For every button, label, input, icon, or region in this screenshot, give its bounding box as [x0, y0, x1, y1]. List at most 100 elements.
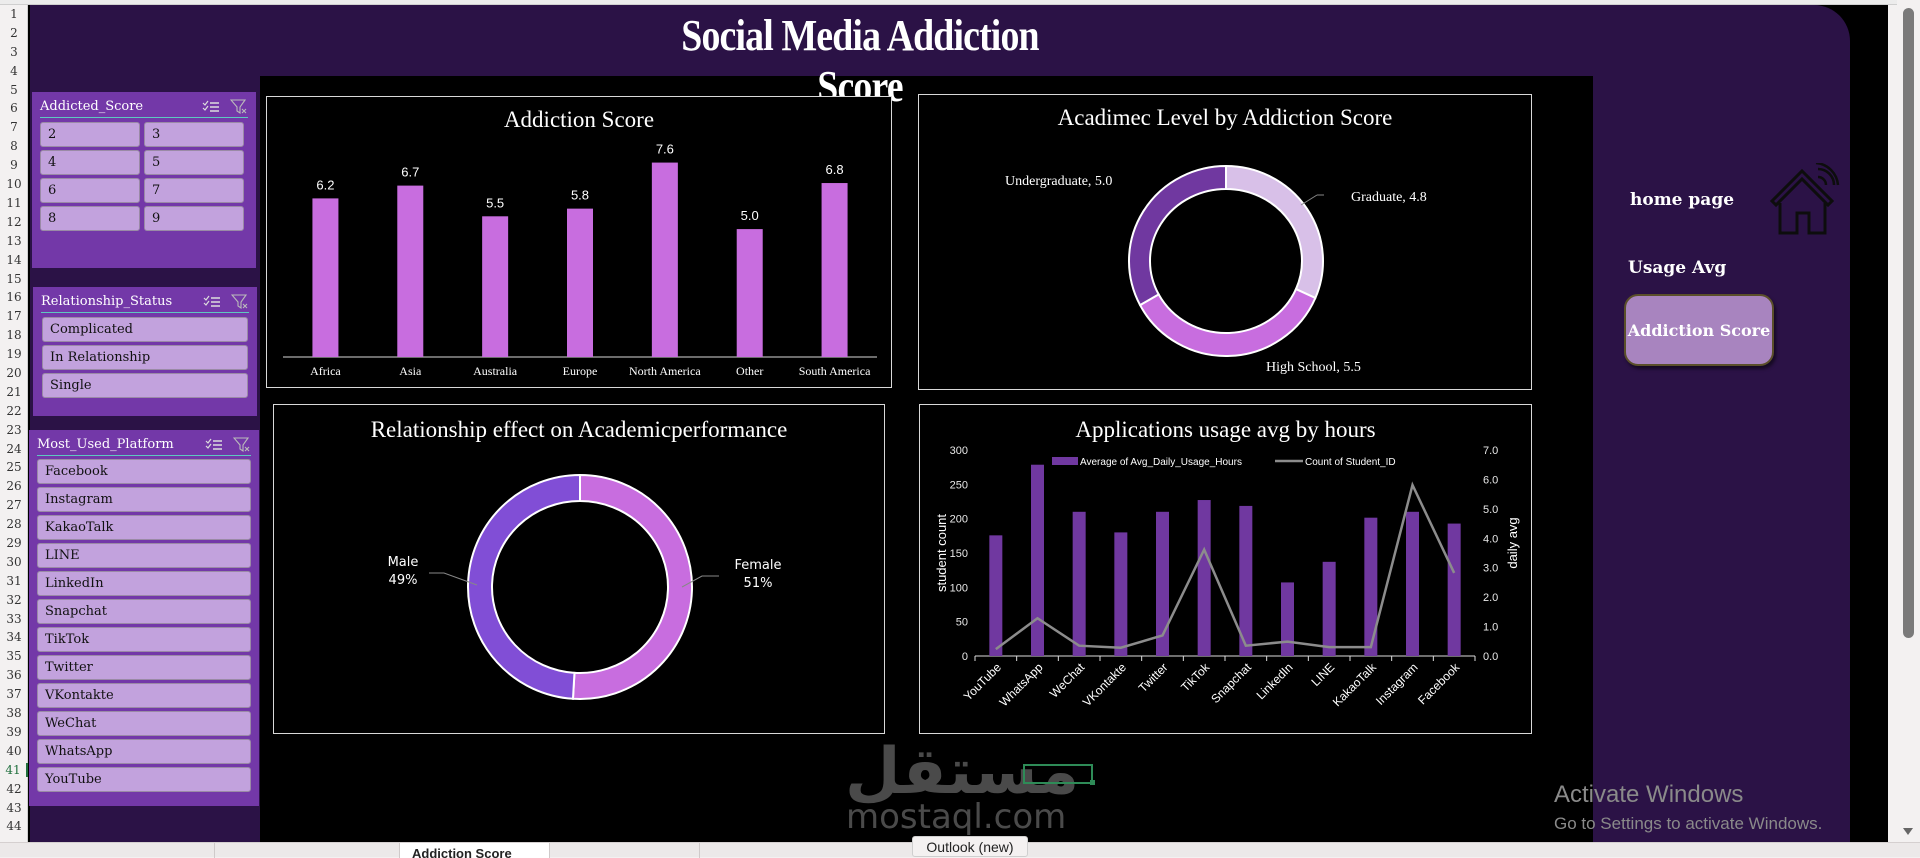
row-number[interactable]: 4: [10, 63, 18, 78]
donut-plot: Graduate, 4.8 High School, 5.5 Undergradua…: [1005, 164, 1427, 375]
slicer-item-score-9[interactable]: 9: [144, 206, 244, 231]
row-number[interactable]: 27: [6, 498, 22, 513]
slicer-title: Addicted_Score: [40, 99, 144, 114]
row-number[interactable]: 30: [6, 554, 22, 569]
row-number[interactable]: 34: [6, 630, 22, 645]
row-number[interactable]: 38: [6, 706, 22, 721]
sheet-tab-addiction-score[interactable]: Addiction Score: [400, 843, 550, 858]
row-number[interactable]: 44: [6, 819, 22, 834]
row-number[interactable]: 6: [10, 101, 18, 116]
slicer-item-kakaotalk[interactable]: KakaoTalk: [37, 515, 251, 540]
home-page-link[interactable]: home page: [1630, 190, 1735, 210]
svg-text:Europe: Europe: [563, 364, 598, 378]
row-number[interactable]: 16: [6, 290, 22, 305]
smart-home-icon[interactable]: [1768, 161, 1840, 239]
slicer-item-complicated[interactable]: Complicated: [42, 317, 248, 342]
row-number[interactable]: 29: [6, 536, 22, 551]
sheet-tab[interactable]: [215, 843, 400, 858]
row-number[interactable]: 39: [6, 724, 22, 739]
row-number[interactable]: 5: [10, 82, 18, 97]
bar: [989, 535, 1003, 656]
sheet-tab[interactable]: [550, 843, 700, 858]
row-number[interactable]: 17: [6, 309, 22, 324]
row-number[interactable]: 36: [6, 668, 22, 683]
row-number[interactable]: 37: [6, 687, 22, 702]
multi-select-icon[interactable]: [203, 295, 221, 309]
applications-usage-chart[interactable]: Applications usage avg by hours 0 50 100 15…: [919, 404, 1532, 734]
slicer-item-score-5[interactable]: 5: [144, 150, 244, 175]
svg-text:250: 250: [950, 479, 968, 491]
row-number[interactable]: 21: [6, 384, 22, 399]
row-number[interactable]: 28: [6, 517, 22, 532]
clear-filter-icon[interactable]: [230, 98, 248, 115]
row-number[interactable]: 3: [10, 44, 18, 59]
svg-text:Africa: Africa: [310, 364, 341, 378]
row-number[interactable]: 26: [6, 479, 22, 494]
row-number[interactable]: 10: [6, 177, 22, 192]
row-number[interactable]: 14: [6, 252, 22, 267]
slicer-item-wechat[interactable]: WeChat: [37, 711, 251, 736]
clear-filter-icon[interactable]: [231, 293, 249, 310]
row-number[interactable]: 35: [6, 649, 22, 664]
slicer-item-score-7[interactable]: 7: [144, 178, 244, 203]
slicer-item-in-relationship[interactable]: In Relationship: [42, 345, 248, 370]
slicer-item-tiktok[interactable]: TikTok: [37, 627, 251, 652]
row-number[interactable]: 12: [6, 214, 22, 229]
sheet-tab[interactable]: [0, 843, 215, 858]
row-number[interactable]: 24: [6, 441, 22, 456]
selected-cell[interactable]: [1023, 764, 1093, 784]
multi-select-icon[interactable]: [202, 100, 220, 114]
row-number[interactable]: 31: [6, 573, 22, 588]
slicer-item-score-4[interactable]: 4: [40, 150, 140, 175]
row-number[interactable]: 23: [6, 422, 22, 437]
slicer-item-linkedin[interactable]: LinkedIn: [37, 571, 251, 596]
row-number[interactable]: 19: [6, 347, 22, 362]
addiction-score-button[interactable]: Addiction Score: [1624, 294, 1774, 366]
slicer-item-whatsapp[interactable]: WhatsApp: [37, 739, 251, 764]
row-number[interactable]: 13: [6, 233, 22, 248]
row-number[interactable]: 7: [10, 120, 18, 135]
slicer-item-facebook[interactable]: Facebook: [37, 459, 251, 484]
scroll-down-arrow-icon[interactable]: [1903, 828, 1913, 835]
slicer-item-youtube[interactable]: YouTube: [37, 767, 251, 792]
relationship-effect-chart[interactable]: Relationship effect on Academicperforman…: [273, 404, 885, 734]
row-number[interactable]: 40: [6, 743, 22, 758]
row-number[interactable]: 33: [6, 611, 22, 626]
academic-level-chart[interactable]: Acadimec Level by Addiction Score Gradua…: [918, 94, 1532, 390]
svg-text:6.8: 6.8: [826, 162, 844, 177]
row-number[interactable]: 32: [6, 592, 22, 607]
svg-text:Asia: Asia: [399, 364, 422, 378]
slicer-item-single[interactable]: Single: [42, 373, 248, 398]
slicer-item-score-2[interactable]: 2: [40, 122, 140, 147]
slicer-item-snapchat[interactable]: Snapchat: [37, 599, 251, 624]
slicer-item-score-8[interactable]: 8: [40, 206, 140, 231]
row-number[interactable]: 20: [6, 365, 22, 380]
watermark-logo-arabic: مستقل: [845, 735, 1080, 809]
row-number[interactable]: 1: [10, 7, 18, 21]
row-number[interactable]: 2: [10, 25, 18, 40]
slicer-item-instagram[interactable]: Instagram: [37, 487, 251, 512]
addiction-score-chart[interactable]: Addiction Score 6.2 Africa 6.7 Asia 5.5 Austr…: [266, 96, 892, 388]
row-number[interactable]: 11: [6, 195, 22, 210]
usage-avg-link[interactable]: Usage Avg: [1628, 258, 1727, 278]
row-number[interactable]: 18: [6, 328, 22, 343]
row-number[interactable]: 42: [6, 781, 22, 796]
row-number[interactable]: 8: [10, 139, 18, 154]
multi-select-icon[interactable]: [205, 438, 223, 452]
slicer-item-score-3[interactable]: 3: [144, 122, 244, 147]
scrollbar-thumb[interactable]: [1903, 8, 1914, 638]
row-number[interactable]: 25: [6, 460, 22, 475]
clear-filter-icon[interactable]: [233, 436, 251, 453]
row-number[interactable]: 22: [6, 403, 22, 418]
row-number[interactable]: 43: [6, 800, 22, 815]
slicer-item-twitter[interactable]: Twitter: [37, 655, 251, 680]
row-number[interactable]: 41: [0, 762, 28, 777]
svg-text:High School, 5.5: High School, 5.5: [1266, 360, 1361, 375]
vertical-scrollbar[interactable]: [1897, 0, 1920, 842]
fill-handle[interactable]: [1090, 780, 1095, 785]
row-number[interactable]: 15: [6, 271, 22, 286]
slicer-item-vkontakte[interactable]: VKontakte: [37, 683, 251, 708]
slicer-item-line[interactable]: LINE: [37, 543, 251, 568]
row-number[interactable]: 9: [10, 158, 18, 173]
slicer-item-score-6[interactable]: 6: [40, 178, 140, 203]
